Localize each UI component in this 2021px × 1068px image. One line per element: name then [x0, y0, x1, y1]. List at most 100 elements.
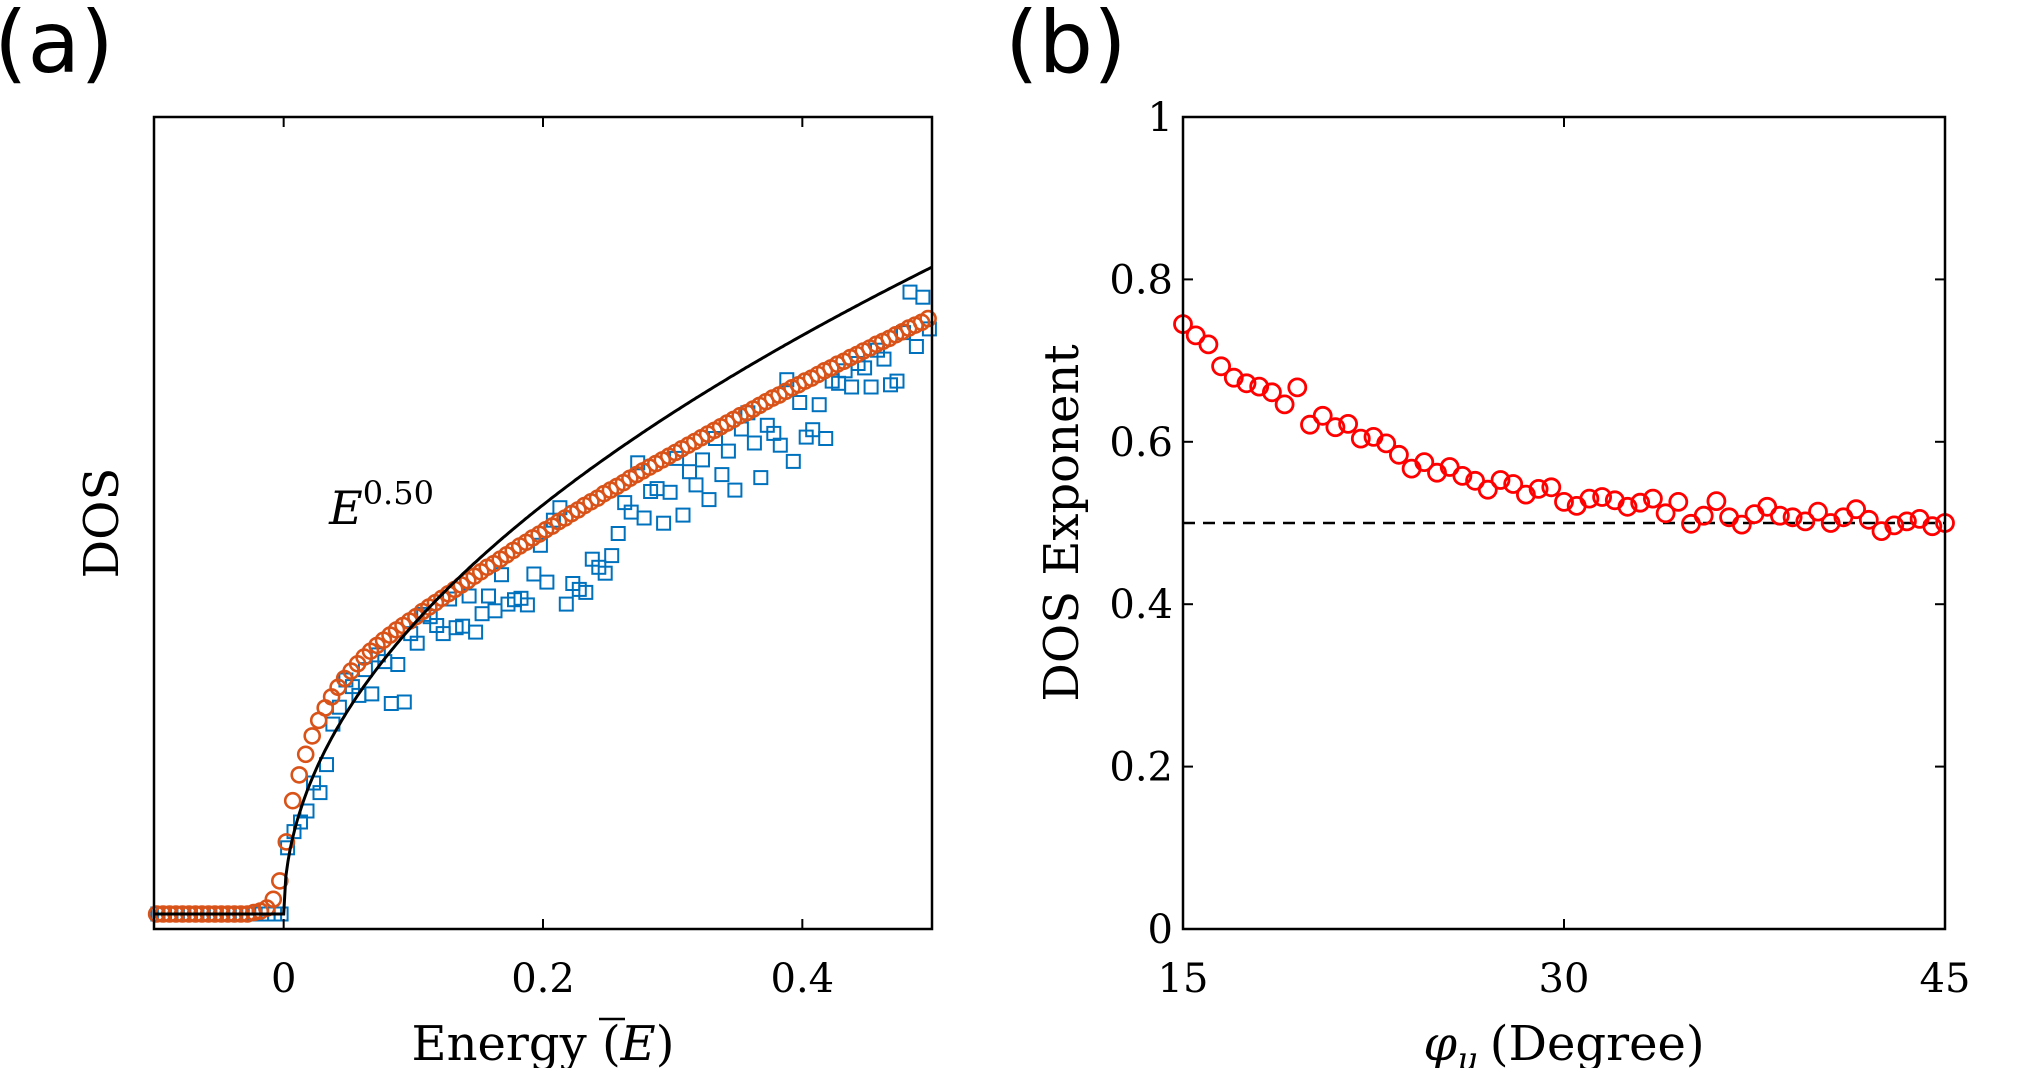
panel-a-xlabel-close: )	[656, 1016, 675, 1068]
raw-dos-marker	[811, 397, 827, 413]
dos-exponent-marker	[1249, 376, 1270, 397]
dos-exponent-marker	[1287, 377, 1308, 398]
raw-dos-marker	[526, 566, 542, 582]
y-tick-label: 0.4	[1109, 582, 1173, 628]
dos-exponent-marker	[1236, 373, 1257, 394]
dos-exponent-marker	[1579, 488, 1600, 509]
x-tick-label: 0.4	[771, 956, 835, 1002]
panel-a-xlabel: Energy (E)	[412, 1016, 675, 1068]
smoothed-dos-marker	[277, 833, 296, 851]
dos-exponent-marker	[1554, 491, 1574, 512]
panel-b-label: (b)	[1005, 0, 1127, 93]
dos-exponent-marker	[1630, 492, 1651, 513]
panel-a-xlabel-symbol: E	[620, 1016, 656, 1068]
raw-dos-marker	[695, 452, 710, 468]
raw-dos-marker	[818, 431, 834, 446]
raw-dos-marker	[714, 467, 730, 483]
smoothed-dos-marker	[264, 890, 283, 909]
raw-dos-marker	[494, 567, 509, 583]
dos-exponent-marker	[1427, 462, 1447, 483]
dos-exponent-marker	[1922, 516, 1943, 537]
raw-dos-marker	[558, 596, 574, 612]
smoothed-dos-marker	[290, 766, 309, 784]
smoothed-dos-marker	[303, 727, 322, 745]
panel-b-xlabel-symbol: φ	[1423, 1016, 1457, 1068]
raw-dos-marker	[604, 548, 620, 564]
x-tick-label: 0	[271, 956, 296, 1002]
raw-dos-marker	[727, 482, 743, 498]
raw-dos-marker	[746, 435, 762, 451]
raw-dos-marker	[468, 624, 484, 640]
y-tick-label: 0.2	[1109, 745, 1173, 791]
x-tick-label: 30	[1539, 956, 1590, 1002]
dos-exponent-marker	[1274, 394, 1295, 415]
dos-exponent-marker	[1185, 325, 1206, 346]
panel-b-xlabel-subscript: μ	[1457, 1040, 1478, 1068]
raw-dos-marker	[610, 526, 626, 541]
panel-b-xlabel: φμ (Degree)	[1423, 1016, 1704, 1068]
panel-a-label: (a)	[0, 0, 114, 93]
panel-a-annotation: E0.50	[328, 474, 434, 535]
raw-dos-marker	[863, 379, 879, 395]
dos-exponent-marker	[1198, 334, 1219, 355]
dos-exponent-marker	[1223, 367, 1244, 388]
panel-b-plot-area	[1173, 314, 1955, 541]
smoothed-dos-marker	[919, 309, 937, 328]
raw-dos-marker	[805, 422, 821, 438]
y-tick-label: 0	[1148, 907, 1173, 953]
dos-exponent-marker	[1516, 484, 1536, 505]
raw-dos-marker	[844, 379, 860, 395]
dos-exponent-marker	[1617, 496, 1638, 517]
panel-a-annotation-exponent: 0.50	[363, 474, 434, 512]
panel-b-xlabel-text: (Degree)	[1490, 1016, 1705, 1068]
raw-dos-marker	[396, 694, 412, 710]
raw-dos-marker	[675, 507, 691, 523]
dos-exponent-marker	[1350, 428, 1371, 449]
raw-dos-marker	[656, 515, 672, 531]
dos-exponent-marker	[1706, 491, 1727, 512]
panel-b-ylabel: DOS Exponent	[1034, 344, 1090, 701]
dos-exponent-marker	[1655, 503, 1676, 524]
x-tick-label: 15	[1158, 956, 1209, 1002]
dos-exponent-marker	[1897, 511, 1917, 532]
y-tick-label: 1	[1148, 95, 1173, 141]
dos-exponent-marker	[1643, 488, 1663, 509]
dos-exponent-marker	[1477, 479, 1498, 500]
raw-dos-marker	[792, 395, 808, 410]
raw-dos-marker	[688, 477, 704, 493]
dos-exponent-marker	[1693, 505, 1714, 526]
dos-exponent-marker	[1541, 477, 1562, 498]
dos-exponent-marker	[1884, 515, 1905, 536]
raw-dos-marker	[481, 588, 496, 604]
raw-dos-marker	[772, 437, 788, 453]
dos-exponent-marker	[1808, 501, 1828, 522]
dos-exponent-marker	[1389, 444, 1409, 465]
dos-exponent-marker	[1858, 509, 1879, 530]
panel-b-tick-labels: 15 30 45 0 0.2 0.4 0.6 0.8 1	[1109, 95, 1970, 1002]
x-tick-label: 45	[1920, 956, 1971, 1002]
dos-exponent-marker	[1871, 521, 1892, 541]
raw-dos-marker	[701, 492, 717, 508]
fit-curve	[154, 265, 933, 916]
raw-dos-marker	[720, 443, 736, 459]
panel-a-annotation-base: E	[328, 481, 363, 535]
raw-dos-marker	[578, 584, 594, 600]
dos-exponent-marker	[1312, 405, 1333, 426]
dos-exponent-marker	[1452, 465, 1473, 486]
raw-dos-marker	[753, 470, 769, 486]
raw-dos-marker	[662, 484, 678, 500]
dos-exponent-marker	[1528, 478, 1549, 499]
panel-b-ticks	[1182, 116, 1946, 930]
dos-exponent-marker	[1376, 433, 1397, 454]
dos-exponent-marker	[1731, 514, 1752, 535]
raw-dos-marker	[857, 360, 873, 376]
panel-a-xlabel-text: Energy (	[412, 1016, 621, 1068]
raw-dos-marker	[409, 635, 425, 651]
panel-b: (b) 15 30 45 0 0.2 0.4 0.6 0.8 1 φμ (Degree) DOS …	[1005, 0, 1970, 1068]
raw-dos-marker	[597, 565, 613, 581]
dos-exponent-marker	[1262, 382, 1282, 403]
dos-exponent-marker	[1325, 417, 1346, 438]
panel-a: (a) 0 0.2 0.4 Energy (E) DOS E0.50	[0, 0, 937, 1068]
panel-a-plot-area	[147, 265, 937, 923]
